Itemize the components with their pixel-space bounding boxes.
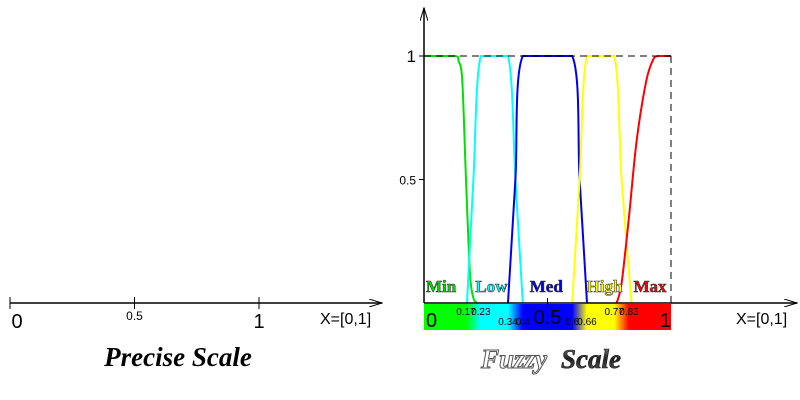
term-label-low: Low (475, 277, 508, 296)
colorbar-value-label: 0.17 (456, 307, 476, 318)
colorbar-labels: 0 0.170.23 0.340.4 0.5 0.60.66 0.770.83 1 (426, 307, 671, 332)
precise-tick-label: 0.5 (126, 309, 143, 323)
fuzzy-y-tick-label: 0.5 (399, 174, 416, 188)
colorbar-value-label: 0.23 (471, 307, 491, 318)
term-labels: Min Low Med High Max (426, 277, 668, 297)
fuzzy-axis-label: X=[0,1] (736, 311, 787, 328)
colorbar-value-label: 0.66 (577, 317, 597, 328)
precise-axis-label: X=[0,1] (320, 311, 371, 328)
fuzzy-y-tick-label: 1 (407, 47, 416, 66)
colorbar-value-label: 0 (426, 310, 437, 332)
membership-curves (424, 55, 671, 304)
precise-ticks: 0 0.5 1 (9, 297, 265, 333)
membership-curve-low (465, 55, 524, 304)
term-label-med: Med (530, 277, 564, 296)
colorbar-value-label: 0.5 (534, 307, 562, 329)
scale-title-word: Scale (561, 344, 621, 374)
colorbar (424, 304, 671, 330)
colorbar-value-label: 1 (660, 310, 671, 332)
precise-scale-title: Precise Scale (103, 342, 252, 372)
membership-curve-min (424, 55, 478, 304)
precise-tick-label: 1 (253, 311, 264, 333)
fuzzy-title-word: Fuzzy (480, 344, 548, 374)
colorbar-value-label: 0.6 (565, 317, 579, 328)
fuzzy-scale: 10.5 0 0.170.230.340.4 0.5 0.60.660.770.83 1… (399, 8, 797, 375)
term-label-high: High (587, 277, 623, 296)
term-label-max: Max (633, 277, 667, 296)
fuzzy-y-ticks: 10.5 (399, 47, 424, 188)
colorbar-value-label: 0.34 (498, 317, 518, 328)
colorbar-value-label: 0.4 (516, 317, 530, 328)
term-label-min: Min (426, 277, 457, 296)
membership-curve-high (571, 55, 633, 304)
membership-curve-max (615, 55, 671, 304)
precise-tick-label: 0 (11, 311, 22, 333)
colorbar-value-label: 0.77 (604, 307, 624, 318)
precise-scale: 0 0.5 1 X=[0,1] Precise Scale (9, 297, 382, 372)
colorbar-value-label: 0.83 (619, 307, 639, 318)
